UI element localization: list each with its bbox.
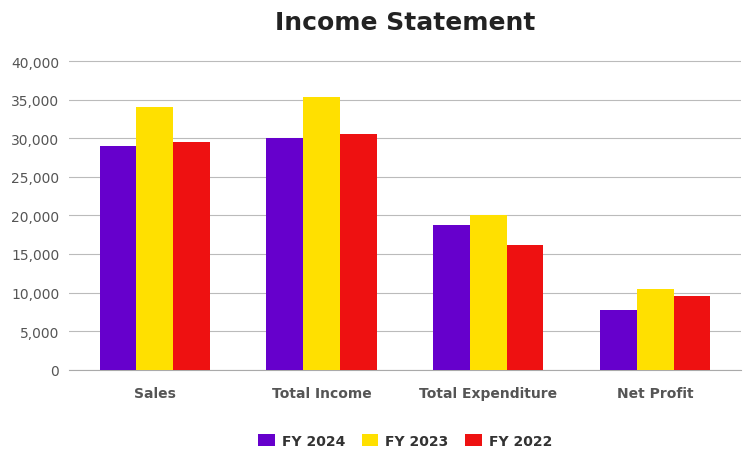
- Bar: [340, 134, 377, 370]
- Legend: FY 2024, FY 2023, FY 2022: FY 2024, FY 2023, FY 2022: [253, 428, 558, 451]
- Bar: [173, 143, 210, 370]
- Bar: [637, 289, 674, 370]
- Bar: [266, 139, 303, 370]
- Bar: [507, 245, 544, 370]
- Bar: [470, 216, 507, 370]
- Bar: [136, 108, 173, 370]
- Bar: [674, 296, 711, 370]
- Bar: [303, 97, 340, 370]
- Bar: [433, 226, 470, 370]
- Title: Income Statement: Income Statement: [274, 11, 535, 35]
- Bar: [600, 311, 637, 370]
- Bar: [99, 147, 136, 370]
